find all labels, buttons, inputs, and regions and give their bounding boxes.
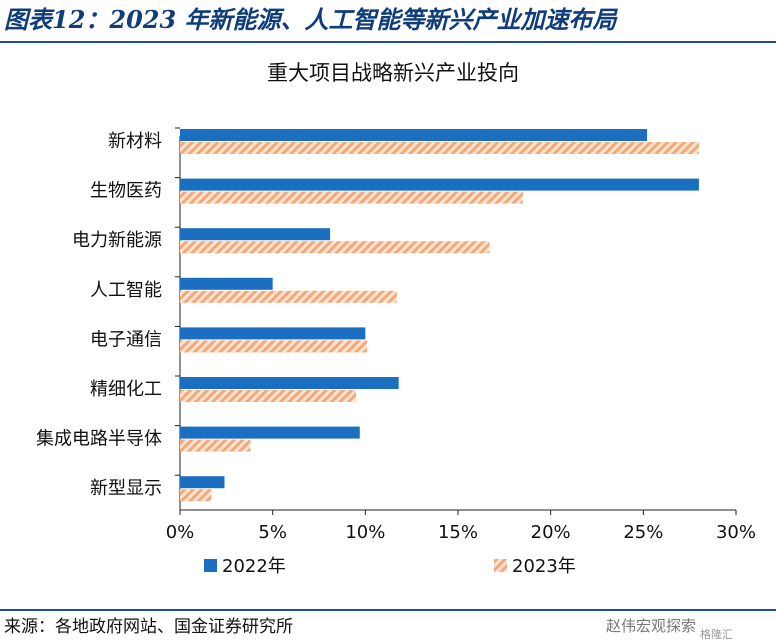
x-tick-label: 25% bbox=[623, 522, 663, 543]
x-tick-label: 30% bbox=[716, 522, 756, 543]
bar-2022 bbox=[180, 129, 648, 141]
category-label: 生物医药 bbox=[90, 181, 162, 202]
source-note: 来源：各地政府网站、国金证券研究所 bbox=[4, 617, 293, 637]
x-tick-label: 0% bbox=[166, 522, 195, 543]
category-label: 人工智能 bbox=[90, 280, 162, 301]
chart-title: 重大项目战略新兴产业投向 bbox=[267, 61, 519, 85]
x-tick-label: 5% bbox=[258, 522, 287, 543]
footer-rule bbox=[0, 609, 776, 611]
watermark-sub: 格隆汇 bbox=[700, 628, 733, 641]
legend-swatch-2022 bbox=[204, 559, 217, 572]
title-rule bbox=[0, 41, 776, 43]
bar-2023 bbox=[180, 340, 368, 353]
bar-2022 bbox=[180, 277, 273, 290]
legend-label-2022: 2022年 bbox=[222, 556, 286, 577]
bar-2023 bbox=[180, 142, 699, 154]
category-label: 电子通信 bbox=[90, 329, 162, 350]
bar-2023 bbox=[180, 290, 397, 303]
bar-2022 bbox=[180, 476, 225, 489]
bar-2022 bbox=[180, 178, 699, 191]
bar-2023 bbox=[180, 390, 357, 402]
x-tick-label: 20% bbox=[531, 522, 571, 543]
category-label: 精细化工 bbox=[90, 379, 162, 400]
x-tick-label: 10% bbox=[345, 522, 385, 543]
category-label: 集成电路半导体 bbox=[36, 429, 162, 450]
bar-2022 bbox=[180, 327, 366, 340]
bar-2023 bbox=[180, 241, 490, 254]
x-tick-label: 15% bbox=[438, 522, 478, 543]
bar-2022 bbox=[180, 228, 331, 241]
bar-2022 bbox=[180, 426, 360, 439]
category-label: 新型显示 bbox=[90, 478, 162, 499]
figure-title: 图表12：2023 年新能源、人工智能等新兴产业加速布局 bbox=[4, 5, 617, 34]
category-label: 电力新能源 bbox=[72, 230, 162, 251]
legend-label-2023: 2023年 bbox=[512, 556, 576, 577]
legend-swatch-2023 bbox=[494, 559, 507, 572]
bar-2023 bbox=[180, 191, 523, 204]
bar-2023 bbox=[180, 489, 212, 502]
watermark: 赵伟宏观探索 bbox=[606, 617, 697, 635]
bar-chart: 重大项目战略新兴产业投向 新材料生物医药电力新能源人工智能电子通信精细化工集成电… bbox=[36, 61, 756, 577]
bar-2022 bbox=[180, 377, 399, 389]
bar-2023 bbox=[180, 439, 251, 452]
category-label: 新材料 bbox=[108, 131, 162, 152]
